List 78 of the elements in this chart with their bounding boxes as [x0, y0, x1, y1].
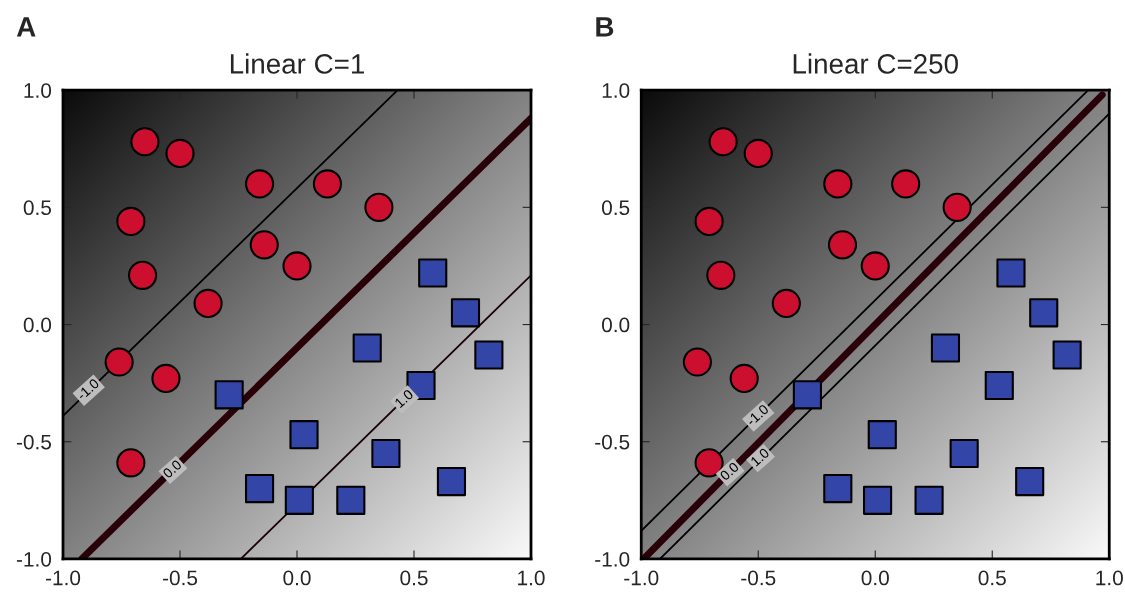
point [863, 485, 893, 515]
point [151, 363, 181, 394]
y-tick-label: 0.0 [23, 317, 52, 333]
point [474, 340, 504, 370]
point [823, 474, 853, 504]
point [694, 206, 724, 236]
point [165, 138, 195, 169]
point [312, 169, 342, 199]
text: B [596, 17, 614, 37]
point [823, 169, 853, 199]
chart-title: Linear C=1 [230, 53, 364, 74]
point [127, 260, 158, 290]
point [244, 474, 275, 504]
x-tick-label: -1.0 [45, 570, 81, 586]
point [249, 230, 279, 260]
point [1029, 298, 1059, 328]
x-tick-label: -1.0 [624, 570, 659, 586]
y-tick-label: 1.0 [24, 83, 52, 98]
point [771, 288, 801, 319]
x-tick-label: 1.0 [518, 570, 545, 586]
x-tick-label: 1.0 [1096, 570, 1123, 586]
point [930, 333, 961, 363]
point [996, 258, 1026, 288]
annotation: 0.0 [719, 461, 740, 482]
point [130, 127, 160, 157]
point [1052, 340, 1082, 370]
point [891, 169, 921, 199]
point [371, 438, 401, 469]
point [450, 298, 481, 328]
x-tick-label: 0.0 [861, 570, 889, 586]
annotation: 1.0 [750, 447, 770, 467]
point [942, 192, 972, 222]
x-tick-label: -0.5 [162, 570, 198, 586]
x-tick-label: 0.0 [283, 570, 311, 586]
point [193, 288, 223, 319]
annotation: -1.0 [76, 377, 100, 401]
annotation: 0.0 [162, 459, 183, 479]
annotation: 1.0 [394, 388, 414, 409]
point [949, 438, 979, 469]
x-tick-label: 0.5 [978, 570, 1006, 586]
y-tick-label: 0.0 [601, 317, 630, 333]
point [827, 230, 858, 260]
point [984, 370, 1014, 401]
point [729, 363, 759, 394]
point [214, 380, 244, 410]
point [244, 169, 275, 199]
point [708, 127, 738, 157]
y-tick-label: -0.5 [16, 434, 52, 450]
point [706, 260, 736, 290]
point [792, 380, 822, 410]
point [436, 467, 467, 497]
text: A [16, 17, 36, 37]
point [867, 420, 897, 450]
point [289, 420, 319, 450]
y-tick-label: 1.0 [602, 83, 630, 98]
point [116, 206, 146, 236]
point [418, 258, 448, 288]
point [284, 485, 314, 515]
y-tick-label: -1.0 [16, 551, 52, 567]
y-tick-label: 0.5 [601, 200, 630, 216]
point [743, 138, 773, 169]
point [860, 251, 890, 281]
point [682, 347, 712, 377]
point [364, 192, 394, 222]
point [116, 448, 146, 478]
x-tick-label: -0.5 [741, 570, 776, 586]
point [914, 485, 944, 515]
point [336, 485, 366, 515]
point [104, 347, 134, 377]
y-tick-label: -0.5 [595, 434, 630, 450]
y-tick-label: -1.0 [595, 551, 630, 567]
chart-title: Linear C=250 [793, 53, 958, 74]
x-tick-label: 0.5 [400, 570, 428, 586]
y-tick-label: 0.5 [23, 200, 52, 216]
point [282, 251, 312, 281]
point [1015, 467, 1045, 497]
point [352, 333, 382, 363]
annotation: -1.0 [745, 403, 770, 427]
